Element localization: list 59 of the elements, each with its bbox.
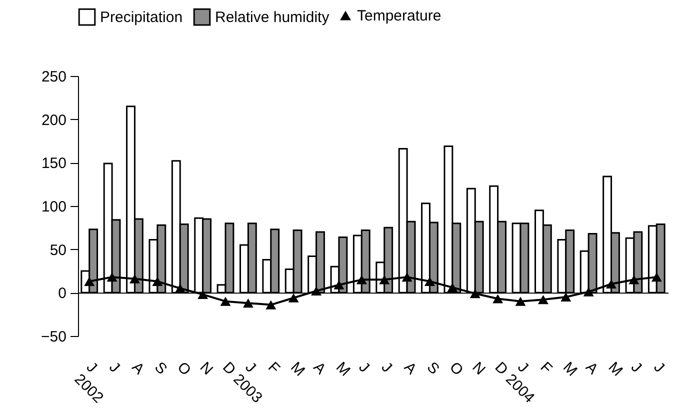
point <box>356 275 367 284</box>
legend-label: Temperature <box>357 8 442 24</box>
point <box>106 272 118 282</box>
y-tick-label: 150 <box>41 155 66 172</box>
y-tick-label: 100 <box>41 198 66 216</box>
y-tick-label: 200 <box>41 112 66 129</box>
point <box>242 298 254 308</box>
point <box>334 280 344 290</box>
point <box>379 275 390 284</box>
point <box>311 286 322 296</box>
point <box>198 290 208 299</box>
x-tick-label: A <box>582 358 602 378</box>
x-tick-label: O <box>446 358 466 380</box>
x-tick-label: J <box>378 358 396 376</box>
x-tick-label: F <box>264 358 284 378</box>
point <box>606 279 617 289</box>
legend-label: Precipitation <box>100 9 183 26</box>
point <box>220 296 231 306</box>
point <box>174 284 186 293</box>
x-tick-label: S <box>151 358 170 378</box>
y-tick-label: 250 <box>41 68 66 86</box>
x-tick-label: J <box>650 358 668 376</box>
x-tick-label: N <box>468 358 488 379</box>
point <box>628 275 640 284</box>
x-tick-label: D <box>491 358 512 379</box>
point <box>402 272 412 282</box>
x-tick-label: F <box>536 358 556 378</box>
y-tick-label: −50 <box>41 328 66 346</box>
point <box>470 288 480 298</box>
point <box>560 292 572 302</box>
x-tick-label: N <box>196 358 216 379</box>
x-tick-label: J <box>355 358 373 376</box>
x-tick-label: A <box>400 358 420 378</box>
x-tick-label: M <box>560 358 580 380</box>
x-tick-label: J <box>628 358 645 376</box>
x-tick-label: M <box>604 358 626 380</box>
y-tick-label: 50 <box>50 242 66 259</box>
point <box>152 276 163 286</box>
x-tick-label: M <box>332 358 354 380</box>
x-tick-label: A <box>310 358 330 378</box>
x-tick-label: M <box>287 358 308 380</box>
y-tick-label: 0 <box>58 285 66 302</box>
point <box>492 294 504 304</box>
legend-label: Relative humidity <box>215 9 330 26</box>
x-tick-label: J <box>106 358 123 376</box>
x-tick-label: O <box>174 358 194 380</box>
point <box>424 276 435 286</box>
point <box>266 300 276 310</box>
x-tick-label: A <box>128 358 148 378</box>
point <box>129 274 140 284</box>
point <box>288 293 299 302</box>
point <box>84 276 95 286</box>
x-tick-label: D <box>219 358 239 379</box>
x-tick-label: S <box>423 358 442 378</box>
point <box>447 282 458 292</box>
point <box>583 287 594 296</box>
point <box>538 295 548 304</box>
point <box>515 296 526 306</box>
point <box>651 272 662 282</box>
